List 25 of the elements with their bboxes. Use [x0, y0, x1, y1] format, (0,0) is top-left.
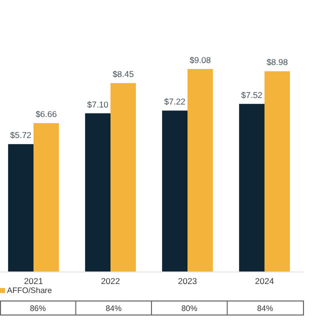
bar	[8, 144, 34, 272]
bar	[110, 83, 136, 272]
x-tick-label: 2023	[178, 276, 198, 286]
legend-label: AFFO/Share	[7, 286, 52, 295]
bar	[34, 123, 59, 272]
bar	[264, 71, 290, 272]
data-label: $7.10	[87, 99, 109, 110]
bar	[162, 110, 188, 272]
x-tick-label: 2022	[101, 276, 120, 286]
data-label: $7.22	[164, 96, 186, 107]
data-label: $7.52	[241, 90, 263, 100]
data-label: $5.72	[10, 130, 32, 140]
data-label: $6.66	[36, 109, 58, 120]
x-tick-label: 2021	[24, 276, 44, 286]
text: 80%	[181, 304, 198, 313]
bar	[85, 113, 110, 272]
x-tick-label: 2024	[255, 276, 274, 286]
bar	[239, 104, 264, 272]
bar	[188, 69, 213, 272]
text: 86%	[30, 304, 46, 313]
text: 84%	[106, 304, 122, 313]
data-label: $8.98	[266, 57, 288, 68]
data-label: $8.45	[112, 69, 134, 80]
text: 84%	[257, 304, 274, 313]
data-label: $9.08	[190, 55, 212, 65]
